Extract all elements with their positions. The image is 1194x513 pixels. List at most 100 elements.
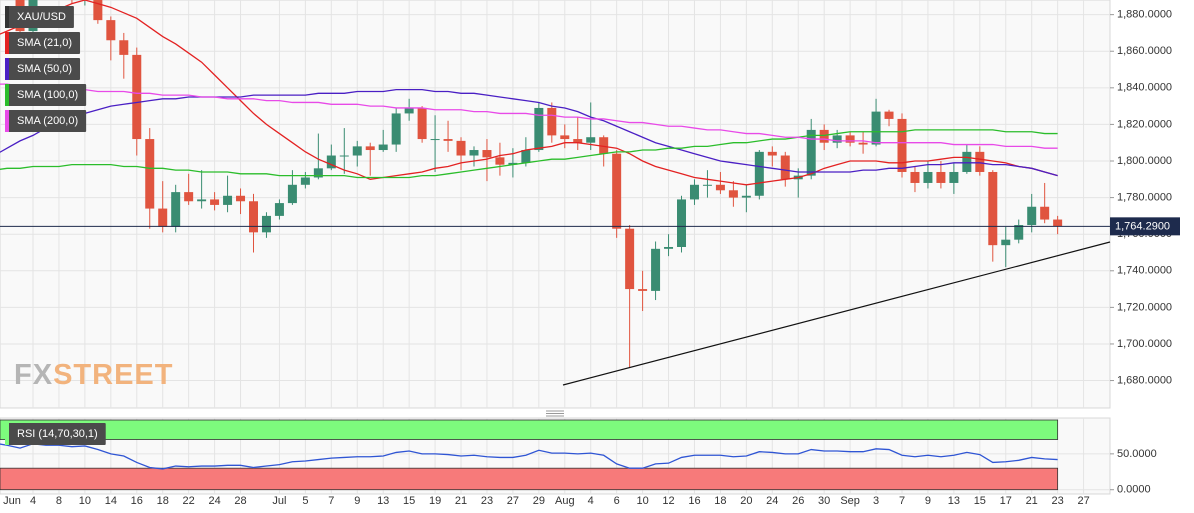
candle-body — [313, 168, 323, 178]
candle-body — [223, 195, 233, 205]
y-tick-label: 1,880.0000 — [1117, 9, 1172, 21]
candle-body — [287, 184, 297, 204]
x-tick-label: 8 — [56, 495, 62, 507]
x-tick-label: 20 — [740, 495, 752, 507]
overbought-band — [0, 419, 1059, 440]
candle-body — [962, 151, 972, 172]
y-tick-label: 1,700.0000 — [1117, 338, 1172, 350]
series-line — [0, 0, 1058, 186]
legend-box — [5, 58, 81, 80]
trendline — [562, 241, 1111, 386]
candle-body — [599, 137, 609, 154]
candle-body — [715, 184, 725, 191]
x-tick-label: 17 — [1000, 495, 1012, 507]
legend-label: SMA (21,0) — [17, 37, 72, 49]
legend-box — [5, 32, 81, 54]
candle-body — [677, 199, 687, 247]
legend-box — [5, 423, 106, 445]
candle-body — [391, 113, 401, 145]
price-label-box — [1110, 217, 1180, 236]
candle-body — [651, 248, 661, 291]
x-tick-label: Sep — [840, 495, 860, 507]
legend-swatch — [5, 58, 9, 80]
x-tick-label: 26 — [792, 495, 804, 507]
candle-body — [93, 0, 103, 21]
x-tick-label: 18 — [157, 495, 169, 507]
candle-body — [417, 107, 427, 140]
y-tick-label: 1,840.0000 — [1117, 82, 1172, 94]
legend-swatch — [5, 110, 9, 132]
candle-body — [236, 195, 246, 202]
candle-body — [1001, 239, 1011, 246]
x-tick-label: 13 — [377, 495, 389, 507]
candle-body — [728, 190, 738, 198]
candle-body — [871, 111, 881, 145]
watermark-street: STREET — [53, 359, 173, 391]
candle-body — [365, 146, 375, 151]
candle-body — [261, 215, 271, 233]
candle-body — [534, 107, 544, 151]
y-tick-label: 1,720.0000 — [1117, 301, 1172, 313]
x-tick-label: 19 — [429, 495, 441, 507]
candle-body — [1027, 206, 1037, 226]
x-tick-label: 27 — [507, 495, 519, 507]
x-tick-label: 22 — [183, 495, 195, 507]
x-tick-label: 29 — [533, 495, 545, 507]
x-tick-label: 21 — [1026, 495, 1038, 507]
rsi-series — [0, 419, 1059, 491]
series-line — [0, 83, 1058, 149]
candle-body — [832, 135, 842, 143]
series-line — [0, 443, 1058, 470]
candle-body — [612, 153, 622, 229]
x-tick-label: 15 — [403, 495, 415, 507]
series-line — [0, 129, 1058, 179]
candle-body — [1053, 219, 1063, 227]
candle-body — [210, 199, 220, 205]
candle-body — [404, 107, 414, 114]
candle-body — [754, 151, 764, 196]
y-tick-label: 1,740.0000 — [1117, 265, 1172, 277]
candle-body — [1014, 225, 1024, 240]
candle-body — [469, 150, 479, 156]
axes: Jun 4 8 10 14 16 18 22 24 28 Jul 5 7 9 13 15 19 21 23 27 29 A… — [3, 9, 1180, 507]
candle-body — [806, 129, 816, 176]
x-tick-label: Jun — [3, 495, 21, 507]
x-tick-label: 4 — [30, 495, 36, 507]
legend-swatch — [5, 84, 9, 106]
candle-body — [936, 171, 946, 183]
x-tick-label: 30 — [818, 495, 830, 507]
x-tick-label: 7 — [899, 495, 905, 507]
x-tick-label: 4 — [588, 495, 594, 507]
x-tick-label: 12 — [662, 495, 674, 507]
candle-body — [145, 139, 155, 209]
candle-body — [106, 20, 116, 41]
y-tick-label: 1,780.0000 — [1117, 192, 1172, 204]
candle-body — [819, 129, 829, 143]
candle-body — [495, 157, 505, 165]
x-tick-label: 28 — [234, 495, 246, 507]
candle-body — [702, 184, 712, 186]
watermark-fx: FX — [14, 359, 53, 391]
y-tick-label: 1,820.0000 — [1117, 118, 1172, 130]
x-tick-label: 16 — [131, 495, 143, 507]
candle-body — [547, 107, 557, 136]
candle-body — [326, 155, 336, 169]
candle-body — [456, 140, 466, 156]
candle-body — [910, 171, 920, 183]
legend-swatch — [5, 6, 9, 28]
x-tick-label: Jul — [272, 495, 286, 507]
candle-body — [897, 118, 907, 172]
candle-body — [482, 150, 492, 158]
y-tick-label: 1,800.0000 — [1117, 155, 1172, 167]
x-tick-label: 21 — [455, 495, 467, 507]
x-tick-label: Aug — [555, 495, 575, 507]
candle-body — [767, 151, 777, 156]
candle-body — [197, 199, 207, 202]
x-tick-label: 9 — [925, 495, 931, 507]
watermark: FXSTREET — [14, 359, 173, 391]
legend-box — [5, 84, 87, 106]
legend-swatch — [5, 423, 9, 445]
candle-body — [508, 162, 518, 165]
panel-resize-handle[interactable] — [546, 410, 564, 417]
